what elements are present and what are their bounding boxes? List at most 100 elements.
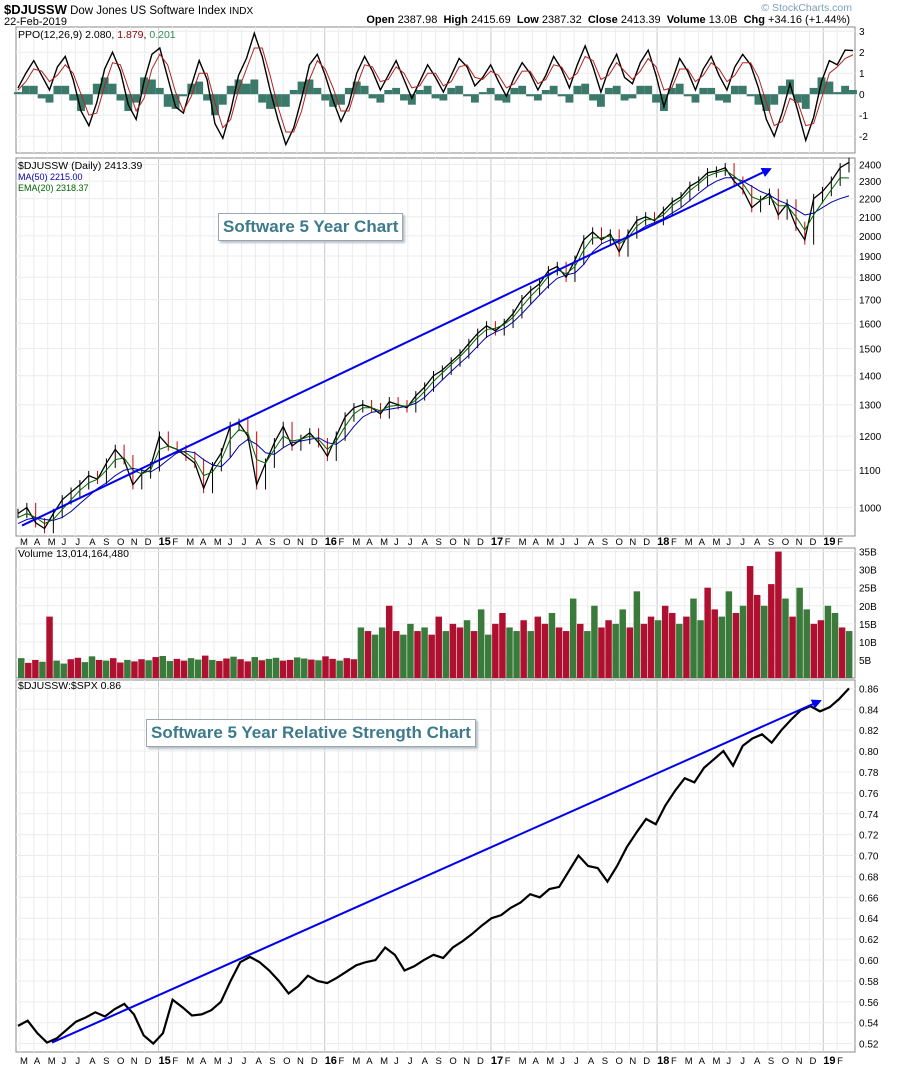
ppo-histogram-bar <box>754 94 763 105</box>
rs-x-tick-label: F <box>172 1056 178 1067</box>
price-close-line <box>17 161 850 530</box>
ppo-histogram-bar <box>746 94 755 97</box>
ppo-histogram-bar <box>526 94 534 97</box>
price-x-tick-label: D <box>145 537 152 548</box>
volume-bar <box>626 627 634 678</box>
rs-x-tick-label: D <box>311 1056 318 1067</box>
ppo-histogram-bar <box>297 81 306 95</box>
rs-x-tick-label: S <box>103 1056 109 1067</box>
price-x-tick-label: S <box>103 537 109 548</box>
price-x-tick-label: M <box>519 537 527 548</box>
price-x-tick-label: M <box>352 537 360 548</box>
volume-bar <box>95 659 103 678</box>
ppo-histogram-bar <box>541 90 550 95</box>
rs-x-tick-label: M <box>546 1056 554 1067</box>
volume-bar <box>527 631 534 678</box>
volume-bar <box>683 616 690 678</box>
volume-bar <box>789 616 796 678</box>
volume-bar <box>838 627 846 678</box>
ppo-line <box>17 31 854 147</box>
volume-bar <box>817 620 825 678</box>
rs-x-tick-label: A <box>366 1056 373 1067</box>
ppo-histogram-bar <box>604 87 613 95</box>
rs-y-tick-label: 0.76 <box>859 789 879 800</box>
volume-bar <box>180 660 188 678</box>
volume-bar <box>824 605 832 678</box>
volume-bar <box>661 605 669 678</box>
price-x-tick-label: S <box>602 537 608 548</box>
price-x-tick-label: O <box>782 537 789 548</box>
rs-x-tick-label: 15 <box>159 1055 171 1067</box>
volume-bar <box>385 605 393 678</box>
rs-x-tick-label: O <box>117 1056 124 1067</box>
volume-bar <box>669 613 676 678</box>
ppo-histogram-bar <box>518 85 527 95</box>
ppo-histogram-bar <box>817 77 826 95</box>
volume-bar <box>166 661 174 678</box>
volume-bar <box>449 623 457 678</box>
ppo-histogram-bar <box>155 87 164 95</box>
price-x-tick-label: A <box>422 537 429 548</box>
price-callout: Software 5 Year Chart <box>218 213 404 241</box>
ppo-histogram-bar <box>612 85 621 95</box>
rs-x-tick-label: J <box>574 1056 579 1067</box>
ppo-histogram-bar <box>510 87 519 95</box>
index-name: Dow Jones US Software Index <box>70 5 227 17</box>
ppo-histogram-bar <box>778 85 787 95</box>
rs-y-tick-label: 0.68 <box>859 872 879 883</box>
volume-bar <box>810 623 818 678</box>
rs-x-tick-label: M <box>214 1056 222 1067</box>
price-x-tick-label: M <box>20 537 28 548</box>
volume-bar <box>562 631 570 678</box>
volume-bar <box>364 631 372 678</box>
price-x-tick-label: A <box>366 537 373 548</box>
volume-bar <box>676 623 683 678</box>
ppo-histogram-bar <box>218 94 227 105</box>
volume-bar <box>145 660 152 678</box>
price-x-tick-label: J <box>62 537 67 548</box>
rs-x-tick-label: D <box>643 1056 650 1067</box>
rs-y-tick-label: 0.54 <box>859 1019 879 1030</box>
ma50-line <box>17 177 850 525</box>
ppo-histogram-bar <box>392 87 401 95</box>
price-x-tick-label: J <box>574 537 579 548</box>
price-x-tick-label: D <box>643 537 650 548</box>
ppo-histogram-bar <box>376 94 385 103</box>
ppo-histogram-bar <box>833 92 842 95</box>
volume-bar <box>845 631 853 678</box>
header-row-1: $DJUSSW Dow Jones US Software Index INDX <box>4 2 253 17</box>
ppo-histogram-bar <box>37 94 46 99</box>
ppo-histogram-bar <box>281 94 290 107</box>
volume-bar <box>124 659 131 678</box>
price-y-tick-label: 2400 <box>859 160 882 171</box>
ppo-y-tick-label: 0 <box>859 90 865 101</box>
rs-x-tick-label: M <box>380 1056 388 1067</box>
rs-x-tick-label: A <box>89 1056 96 1067</box>
volume-bar <box>477 609 485 678</box>
price-x-tick-label: S <box>768 537 774 548</box>
volume-bar <box>187 658 195 678</box>
volume-bar <box>209 659 216 678</box>
price-trend-arrow <box>21 167 772 527</box>
price-x-tick-label: F <box>505 537 511 548</box>
ppo-histogram-bar <box>226 85 235 95</box>
volume-bar <box>485 634 492 678</box>
price-y-tick-label: 1800 <box>859 273 882 284</box>
rs-y-tick-label: 0.70 <box>859 852 879 863</box>
ppo-histogram-bar <box>770 94 779 105</box>
price-x-tick-label: 18 <box>657 536 669 548</box>
ppo-signal-value: 1.879 <box>117 29 144 41</box>
rs-y-tick-label: 0.84 <box>859 705 879 716</box>
rs-x-tick-label: S <box>269 1056 275 1067</box>
rs-x-tick-label: F <box>837 1056 843 1067</box>
rs-x-tick-label: A <box>255 1056 262 1067</box>
rs-y-tick-label: 0.58 <box>859 977 879 988</box>
price-x-tick-label: M <box>713 537 721 548</box>
ppo-histogram-bar <box>691 94 700 103</box>
low-label: Low <box>516 14 539 26</box>
price-y-tick-label: 2000 <box>859 232 882 243</box>
volume-bar <box>768 584 775 678</box>
volume-bar <box>258 660 266 678</box>
volume-bar <box>350 659 358 678</box>
ppo-histogram-bar <box>675 83 684 95</box>
